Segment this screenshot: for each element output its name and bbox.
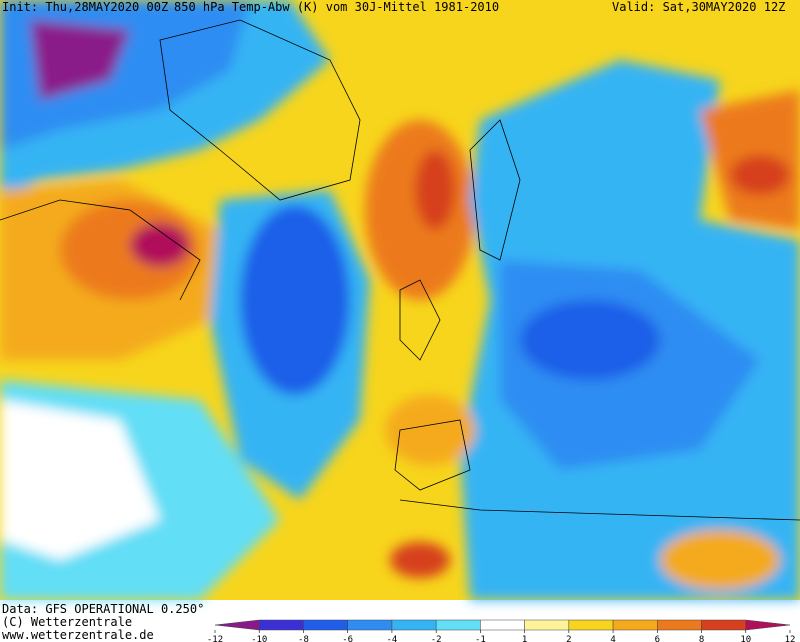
init-time: Init: Thu,28MAY2020 00Z: [2, 0, 168, 14]
legend-tick-label: -2: [431, 635, 442, 642]
coastlines: [0, 19, 800, 521]
copyright: (C) Wetterzentrale: [2, 615, 132, 629]
legend-tick-label: -1: [475, 635, 486, 642]
legend-tick-label: -8: [298, 635, 309, 642]
legend-tick-label: 1: [522, 635, 527, 642]
legend-tick-label: 8: [699, 635, 704, 642]
legend-tick-label: -4: [387, 635, 398, 642]
legend-tick-label: -6: [342, 635, 353, 642]
legend-swatch: [657, 619, 702, 631]
legend-tick-label: 4: [610, 635, 615, 642]
legend-tick-label: 6: [655, 635, 660, 642]
legend-swatch: [214, 619, 260, 631]
map: [0, 0, 800, 600]
data-source: Data: GFS OPERATIONAL 0.250°: [2, 602, 204, 616]
legend-tick-label: 2: [566, 635, 571, 642]
website: www.wetterzentrale.de: [2, 628, 154, 642]
legend-tick-label: -10: [251, 635, 267, 642]
legend-swatch: [391, 619, 437, 631]
legend-swatch: [303, 619, 348, 631]
legend-tick-label: -12: [207, 635, 223, 642]
anomaly-field: [0, 0, 800, 600]
valid-time: Valid: Sat,30MAY2020 12Z: [612, 0, 785, 14]
legend-swatch: [612, 619, 658, 631]
legend-swatch: [745, 619, 791, 631]
legend-tick-label: 10: [740, 635, 751, 642]
map-title: 850 hPa Temp-Abw (K) vom 30J-Mittel 1981…: [174, 0, 499, 14]
legend-swatch: [701, 619, 747, 631]
legend-swatch: [258, 619, 304, 631]
legend-swatch: [568, 619, 614, 631]
legend-swatch: [524, 619, 570, 631]
legend-tick-label: 12: [785, 635, 796, 642]
legend-swatch: [480, 619, 525, 631]
color-legend: -12 -10 -8 -6 -4 -2 -1 1 2 4 6 8 10 12: [207, 619, 796, 642]
legend-swatch: [435, 619, 481, 631]
legend-swatch: [347, 619, 393, 631]
